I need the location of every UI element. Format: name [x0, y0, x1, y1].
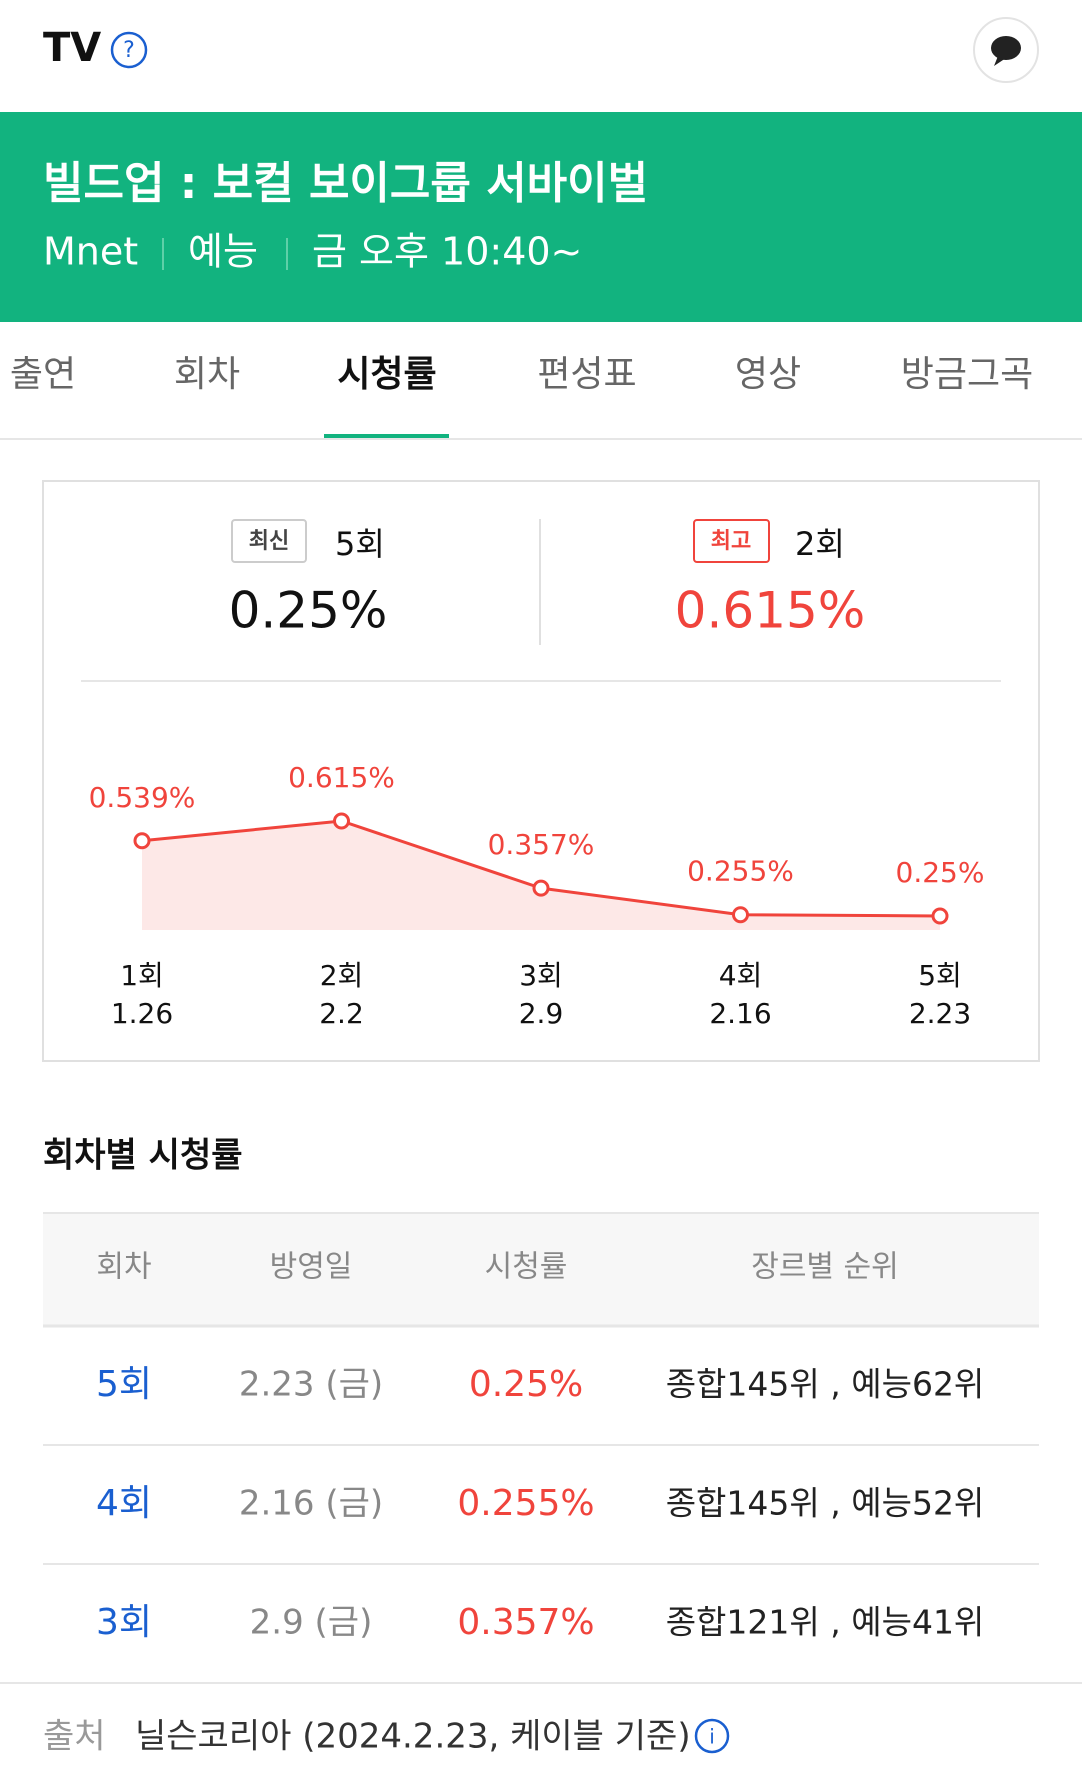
rating: 0.25%: [469, 1364, 583, 1405]
best-badge-text: 최고: [711, 529, 751, 554]
program-genre: 예능: [188, 230, 258, 274]
info-icon[interactable]: [694, 1718, 730, 1754]
point: [333, 812, 350, 830]
column-header: 방영일: [270, 1250, 353, 1285]
tab[interactable]: 시청률: [337, 354, 436, 395]
value-label: 0.25%: [896, 856, 985, 889]
tab[interactable]: 출연: [10, 354, 76, 395]
x-tick-label: 2회: [320, 959, 364, 992]
best-badge: [693, 519, 770, 563]
episode-link[interactable]: 4회: [96, 1483, 152, 1524]
rating-table: 회차 방영일 시청률 장르별 순위 5회 2.23 (금) 0.25% 종합145위 , 예능…: [43, 1250, 1039, 1643]
tab[interactable]: 편성표: [537, 354, 636, 395]
active-tab-indicator: [324, 434, 449, 438]
comment-icon: [991, 36, 1021, 60]
x-tick-date: 2.16: [709, 997, 771, 1030]
area: [142, 821, 940, 930]
program-channel: Mnet: [43, 230, 138, 274]
program-schedule: 금 오후 10:40~: [312, 230, 582, 274]
source-text: 닐슨코리아 (2024.2.23, 케이블 기준): [135, 1717, 691, 1757]
latest-badge: [231, 519, 307, 563]
latest-rating: 0.25%: [229, 582, 388, 640]
page-title: TV: [43, 25, 101, 71]
x-tick-label: 5회: [918, 959, 962, 992]
column-header: 장르별 순위: [751, 1250, 899, 1285]
comment-icon-tail: [994, 56, 1006, 66]
table-header: [43, 1213, 1039, 1326]
x-tick-label: 1회: [120, 959, 164, 992]
source-label: 출처: [43, 1717, 106, 1757]
x-tick-date: 2.2: [319, 997, 364, 1030]
genre-rank: 종합121위 , 예능41위: [666, 1603, 985, 1642]
genre-rank: 종합145위 , 예능62위: [666, 1365, 985, 1404]
x-tick-date: 2.23: [909, 997, 971, 1030]
genre-rank: 종합145위 , 예능52위: [666, 1484, 985, 1523]
help-icon-glyph: ?: [123, 38, 135, 63]
column-header: 회차: [96, 1250, 151, 1285]
value-label: 0.539%: [89, 781, 196, 814]
program-title: 빌드업 : 보컬 보이그룹 서바이벌: [43, 158, 648, 209]
point: [732, 906, 749, 924]
info-icon-glyph: i: [709, 1725, 715, 1749]
x-tick-label: 4회: [719, 959, 763, 992]
point: [532, 879, 550, 897]
x-tick-label: 3회: [519, 959, 563, 992]
value-label: 0.357%: [488, 828, 595, 861]
episode-link[interactable]: 3회: [96, 1602, 152, 1643]
program-banner: [0, 112, 1082, 322]
x-tick-date: 1.26: [111, 997, 173, 1030]
tab[interactable]: 방금그곡: [901, 354, 1033, 395]
latest-badge-text: 최신: [249, 529, 289, 554]
point: [133, 832, 151, 850]
air-date: 2.9 (금): [250, 1603, 373, 1643]
tab-bar: 출연 회차 시청률 편성표 영상 방금그곡: [10, 354, 1033, 395]
rating-chart: 0.539% 1회 1.26 0.615% 2회 2.2 0.357% 3회 2.9 0.255%…: [89, 761, 985, 1030]
tab[interactable]: 회차: [174, 354, 240, 395]
point: [931, 907, 949, 925]
best-episode: 2회: [795, 525, 845, 563]
air-date: 2.16 (금): [239, 1484, 383, 1524]
episode-link[interactable]: 5회: [96, 1364, 152, 1405]
value-label: 0.255%: [687, 855, 794, 888]
value-label: 0.615%: [288, 761, 395, 794]
table-title: 회차별 시청률: [43, 1136, 243, 1176]
air-date: 2.23 (금): [239, 1365, 383, 1405]
x-tick-date: 2.9: [519, 997, 564, 1030]
rating: 0.357%: [457, 1602, 594, 1643]
tab[interactable]: 영상: [735, 354, 801, 395]
column-header: 시청률: [485, 1250, 568, 1285]
help-icon[interactable]: [110, 31, 148, 69]
latest-episode: 5회: [335, 525, 385, 563]
rating: 0.255%: [457, 1483, 594, 1524]
best-rating: 0.615%: [675, 582, 866, 640]
